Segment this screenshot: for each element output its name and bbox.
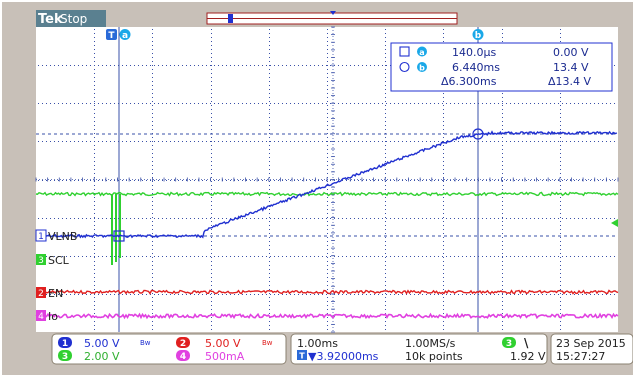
ch4-label: Io xyxy=(48,310,58,323)
ch1-marker[interactable]: 1 xyxy=(35,229,47,242)
cursor-a-time: 140.0µs xyxy=(452,46,496,59)
cursor-b-time: 6.440ms xyxy=(452,61,500,74)
trigger-position-icon xyxy=(297,350,307,360)
cursor-b-marker xyxy=(472,128,484,140)
channel-scale-panel[interactable]: 1 5.00 V Bw 2 5.00 V Bw 3 2.00 V 4 500mA xyxy=(51,333,287,365)
datetime-panel: 23 Sep 2015 15:27:27 xyxy=(550,333,633,365)
cursor-delta-value: Δ13.4 V xyxy=(548,75,592,88)
trigger-position: ▼3.92000ms xyxy=(308,350,379,363)
waveform-ch2 xyxy=(35,289,619,295)
record-position-bar xyxy=(206,11,458,25)
ch2-label: EN xyxy=(48,287,63,300)
trigger-level-marker xyxy=(611,219,618,227)
svg-text:2: 2 xyxy=(38,289,44,299)
trigger-slope-icon: \ xyxy=(524,336,529,350)
ch2-scale: 5.00 V xyxy=(205,337,241,350)
waveform-ch3 xyxy=(35,191,619,197)
cursor-b-icon xyxy=(417,62,427,72)
svg-text:a: a xyxy=(419,48,424,57)
cursor-delta-time: Δ6.300ms xyxy=(441,75,497,88)
ch2-marker[interactable]: 2 xyxy=(36,287,46,299)
cursor-a-icon xyxy=(417,46,427,57)
ch1-label: VLNB xyxy=(48,230,77,243)
ch3-label: SCL xyxy=(48,254,70,267)
svg-text:a: a xyxy=(122,31,128,41)
waveform-ch4 xyxy=(35,312,619,320)
svg-text:3: 3 xyxy=(38,256,44,266)
ch2-bandwidth-icon: Bw xyxy=(262,339,273,347)
svg-text:4: 4 xyxy=(180,352,186,362)
svg-text:3: 3 xyxy=(62,352,68,362)
trigger-level: 1.92 V xyxy=(510,350,546,363)
trigger-source-badge xyxy=(502,337,516,348)
record-length: 10k points xyxy=(405,350,463,363)
square-cursor-icon xyxy=(399,46,410,57)
time: 15:27:27 xyxy=(556,350,605,363)
cursor-a-value: 0.00 V xyxy=(553,46,589,59)
svg-text:2: 2 xyxy=(180,339,186,349)
cursor-a-marker xyxy=(113,230,125,242)
waveform-ch1 xyxy=(35,130,618,239)
sample-rate: 1.00MS/s xyxy=(405,337,456,350)
svg-text:b: b xyxy=(475,31,482,41)
brand-logo: Tek xyxy=(38,12,63,27)
ch3-marker[interactable]: 3 xyxy=(36,254,46,266)
svg-text:1: 1 xyxy=(38,232,44,242)
circle-cursor-icon xyxy=(399,61,410,73)
svg-text:1: 1 xyxy=(62,339,68,349)
svg-text:3: 3 xyxy=(506,339,512,349)
ch4-scale: 500mA xyxy=(205,350,245,363)
svg-text:T: T xyxy=(299,352,305,361)
trigger-position-marker xyxy=(330,11,336,15)
ch1-scale: 5.00 V xyxy=(84,337,120,350)
ch3-scale: 2.00 V xyxy=(84,350,120,363)
svg-text:4: 4 xyxy=(38,312,44,322)
status-bar-left xyxy=(36,10,106,27)
timebase: 1.00ms xyxy=(297,337,338,350)
cursor-a-tag[interactable]: a xyxy=(119,29,131,41)
ch4-marker[interactable]: 4 xyxy=(36,310,46,322)
cursor-b-tag[interactable]: b xyxy=(472,29,484,41)
ch1-bandwidth-icon: Bw xyxy=(140,339,151,347)
date: 23 Sep 2015 xyxy=(556,337,626,350)
horizontal-panel[interactable]: 1.00ms T ▼3.92000ms 1.00MS/s 10k points … xyxy=(290,333,548,365)
cursor-readout: a 140.0µs 0.00 V b 6.440ms 13.4 V Δ6.300… xyxy=(390,42,613,92)
trigger-tag: T xyxy=(106,29,117,41)
svg-text:T: T xyxy=(108,31,115,41)
svg-text:b: b xyxy=(419,64,425,73)
acquisition-status: Stop xyxy=(60,12,87,26)
cursor-b-value: 13.4 V xyxy=(553,61,589,74)
waveform-ch3-burst xyxy=(111,194,121,265)
